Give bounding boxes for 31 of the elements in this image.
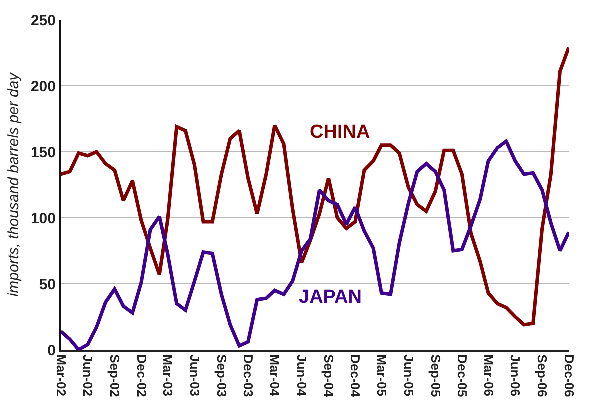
y-tick-label: 50 [39, 276, 56, 294]
x-tick-label: Jun-04 [294, 354, 310, 398]
line-series [61, 46, 569, 327]
x-tick-label: Jun-06 [508, 354, 524, 397]
x-tick-label: Mar-03 [160, 354, 176, 397]
x-tick-label: Jun-05 [401, 354, 416, 397]
x-tick-label: Dec-03 [241, 354, 256, 398]
x-tick-label: Dec-06 [562, 354, 577, 398]
line-series [61, 140, 569, 350]
y-tick-label: 200 [30, 78, 56, 96]
x-tick-label: Mar-06 [481, 354, 496, 397]
x-tick-label: Mar-05 [374, 354, 390, 397]
y-tick-label: 100 [30, 210, 56, 228]
x-tick-label: Sep-05 [428, 354, 444, 398]
y-tick-label: 150 [30, 144, 56, 162]
y-tick-label: 0 [48, 342, 56, 360]
x-tick-label: Jun-03 [188, 354, 203, 397]
series-label: CHINA [310, 122, 370, 143]
series-label: JAPAN [299, 287, 362, 308]
x-tick-label: Dec-04 [348, 354, 364, 398]
x-tick-label: Mar-04 [268, 354, 283, 398]
x-tick-label: Sep-04 [322, 354, 337, 398]
y-tick-label: 250 [30, 12, 56, 30]
x-tick-label: Jun-02 [80, 354, 96, 397]
x-tick-label: Dec-05 [454, 354, 470, 398]
y-axis-title: imports, thousand barrels per day [6, 72, 23, 297]
x-tick-label: Mar-02 [54, 354, 69, 397]
x-tick-label: Sep-02 [108, 354, 123, 398]
x-tick-label: Dec-02 [134, 354, 150, 398]
x-tick-label: Sep-06 [535, 354, 550, 398]
x-tick-label: Sep-03 [214, 354, 230, 398]
